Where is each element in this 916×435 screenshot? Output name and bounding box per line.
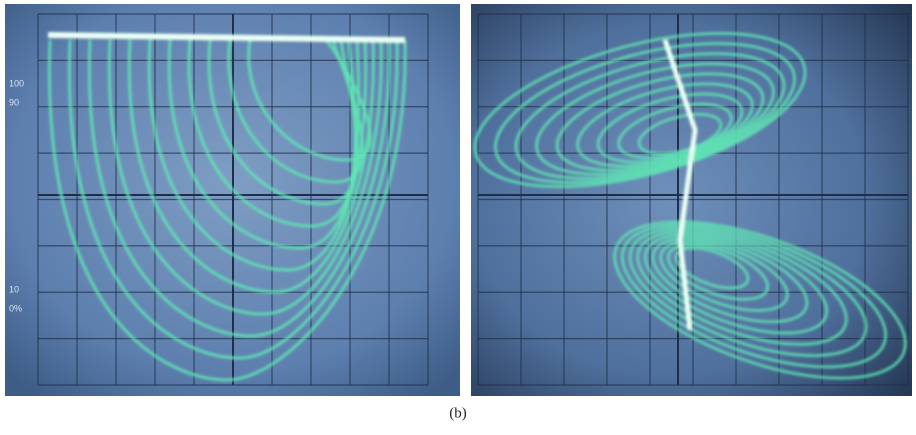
figure: 100 90 10 0% (b) bbox=[0, 0, 916, 430]
graticule-label: 90 bbox=[9, 97, 19, 107]
caption: (b) bbox=[449, 405, 467, 421]
graticule-label: 100 bbox=[9, 78, 24, 88]
page: 100 90 10 0% (b) (() => { const data = J… bbox=[0, 0, 916, 430]
graticule-label: 10 bbox=[9, 284, 19, 294]
graticule-label: 0% bbox=[9, 303, 22, 313]
